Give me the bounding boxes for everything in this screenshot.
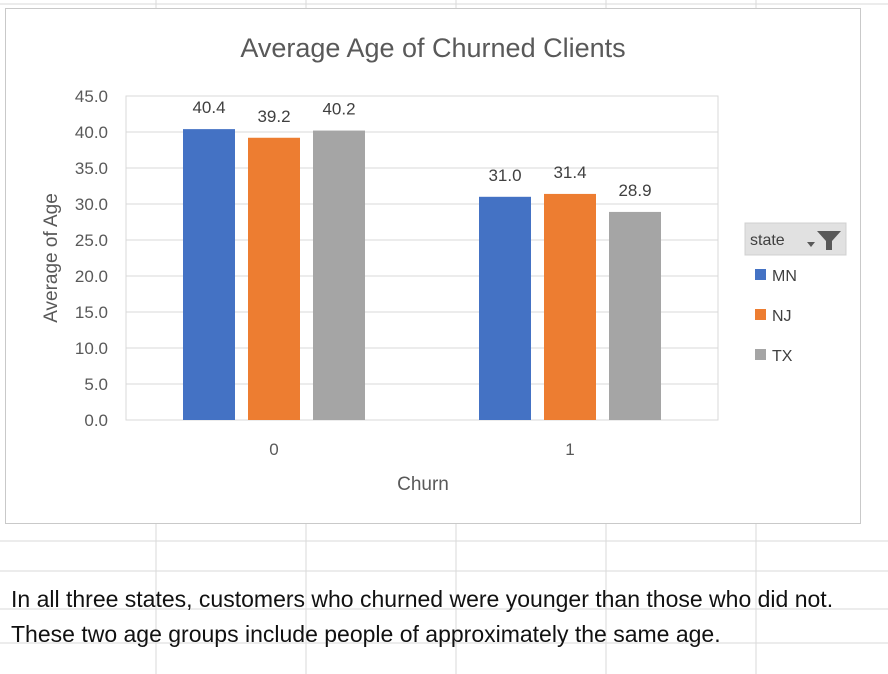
legend-swatch xyxy=(755,269,766,280)
data-labels: 40.4 39.2 40.2 31.0 31.4 28.9 xyxy=(192,98,651,200)
note-text: In all three states, customers who churn… xyxy=(11,582,887,652)
legend-swatch xyxy=(755,309,766,320)
bar[interactable] xyxy=(544,193,596,420)
y-tick-label: 40.0 xyxy=(75,123,108,142)
y-tick-label: 25.0 xyxy=(75,231,108,250)
note-line-1: In all three states, customers who churn… xyxy=(11,586,834,612)
y-tick-label: 30.0 xyxy=(75,195,108,214)
note-line-2: These two age groups include people of a… xyxy=(11,621,721,647)
bar[interactable] xyxy=(248,137,300,420)
data-label: 40.2 xyxy=(322,100,355,119)
data-label: 31.4 xyxy=(553,163,586,182)
bar[interactable] xyxy=(479,196,531,420)
y-tick-label: 45.0 xyxy=(75,87,108,106)
legend-label: MN xyxy=(772,268,797,285)
bar[interactable] xyxy=(609,211,661,420)
y-tick-label: 5.0 xyxy=(84,375,108,394)
legend-swatch xyxy=(755,349,766,360)
data-label: 40.4 xyxy=(192,98,225,117)
y-tick-label: 35.0 xyxy=(75,159,108,178)
y-tick-label: 0.0 xyxy=(84,411,108,430)
y-axis-ticks: 0.0 5.0 10.0 15.0 20.0 25.0 30.0 35.0 40.0 45.0 xyxy=(75,87,108,430)
chart-title: Average Age of Churned Clients xyxy=(240,33,625,63)
y-tick-label: 20.0 xyxy=(75,267,108,286)
data-label: 39.2 xyxy=(257,107,290,126)
y-axis-title: Average of Age xyxy=(41,193,62,323)
data-label: 28.9 xyxy=(618,181,651,200)
y-tick-label: 10.0 xyxy=(75,339,108,358)
filter-dropdown-icon[interactable] xyxy=(807,231,841,250)
legend[interactable]: state MN NJ TX xyxy=(744,222,847,365)
x-axis-title: Churn xyxy=(397,474,449,495)
legend-label: TX xyxy=(772,348,793,365)
bar[interactable] xyxy=(313,130,365,420)
bars xyxy=(183,129,661,420)
legend-label: NJ xyxy=(772,308,792,325)
legend-title: state xyxy=(750,232,785,249)
x-tick-label: 1 xyxy=(565,440,574,459)
y-tick-label: 15.0 xyxy=(75,303,108,322)
bar[interactable] xyxy=(183,129,235,420)
x-tick-label: 0 xyxy=(269,440,278,459)
legend-items: MN NJ TX xyxy=(755,268,797,365)
data-label: 31.0 xyxy=(488,166,521,185)
